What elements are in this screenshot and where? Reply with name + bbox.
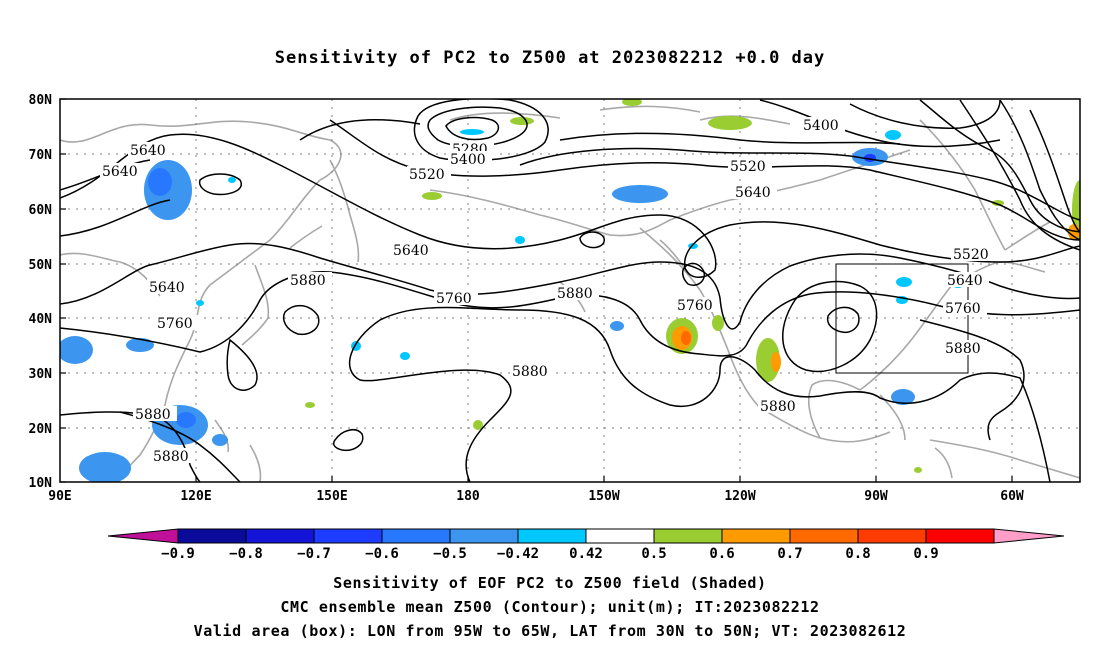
colorbar-label: −0.6 [365, 546, 399, 562]
contour-label: 5880 [512, 364, 548, 380]
contour-label: 5520 [953, 247, 989, 263]
contour-label: 5880 [557, 286, 593, 302]
contour-label: 5880 [153, 449, 189, 465]
colorbar-swatch [721, 528, 791, 544]
contour-label: 5640 [102, 164, 138, 180]
contour-label: 5880 [290, 273, 326, 289]
lat-label: 30N [29, 367, 53, 382]
colorbar-swatch [313, 528, 383, 544]
z500-contours [60, 99, 1080, 482]
colorbar-swatch [925, 528, 995, 544]
lon-label: 120E [180, 489, 211, 504]
colorbar-label: −0.5 [433, 546, 467, 562]
contour-label: 5760 [677, 298, 713, 314]
caption-line-3: Valid area (box): LON from 95W to 65W, L… [193, 622, 907, 640]
contour-label: 5880 [135, 407, 171, 423]
colorbar-swatch [177, 528, 247, 544]
contour-label: 5640 [130, 143, 166, 159]
lat-label: 20N [29, 422, 53, 437]
contour-labels: 5640 5640 5280 5400 5520 5400 5520 5640 … [100, 117, 995, 465]
contour-label: 5520 [409, 167, 445, 183]
colorbar-label: −0.7 [297, 546, 331, 562]
colorbar [107, 528, 1065, 544]
colorbar-label: −0.8 [229, 546, 263, 562]
contour-label: 5400 [450, 152, 486, 168]
lon-label: 90W [864, 489, 888, 504]
colorbar-label: 0.6 [709, 546, 734, 562]
lon-label: 180 [456, 489, 480, 504]
colorbar-swatch [857, 528, 927, 544]
valid-area-box [835, 263, 969, 374]
colorbar-label: 0.8 [845, 546, 870, 562]
lon-label: 90E [48, 489, 71, 504]
colorbar-swatch [449, 528, 519, 544]
contour-label: 5520 [730, 159, 766, 175]
lon-label: 150W [588, 489, 619, 504]
colorbar-label: 0.9 [913, 546, 938, 562]
latitude-labels: 80N 70N 60N 50N 40N 30N 20N 10N [29, 93, 53, 491]
colorbar-label: −0.42 [497, 546, 539, 562]
lat-label: 70N [29, 148, 53, 163]
contour-label: 5880 [760, 399, 796, 415]
contour-label: 5760 [436, 291, 472, 307]
map-frame [59, 98, 1081, 483]
contour-label: 5640 [735, 185, 771, 201]
lon-label: 150E [316, 489, 347, 504]
lat-label: 10N [29, 476, 53, 491]
contour-label: 5640 [393, 243, 429, 259]
colorbar-swatch [585, 528, 655, 544]
lon-label: 60W [1000, 489, 1024, 504]
contour-label: 5760 [157, 316, 193, 332]
lat-label: 40N [29, 312, 53, 327]
axis-ticks [60, 98, 1013, 483]
colorbar-label: 0.5 [641, 546, 666, 562]
lat-label: 50N [29, 258, 53, 273]
colorbar-label: 0.42 [569, 546, 603, 562]
colorbar-swatch [653, 528, 723, 544]
colorbar-swatch [789, 528, 859, 544]
colorbar-swatch [381, 528, 451, 544]
longitude-labels: 90E 120E 150E 180 150W 120W 90W 60W [48, 489, 1024, 504]
colorbar-label: −0.9 [161, 546, 195, 562]
lon-label: 120W [724, 489, 755, 504]
colorbar-swatch [245, 528, 315, 544]
colorbar-high-triangle [993, 528, 1065, 544]
colorbar-low-triangle [107, 528, 179, 544]
colorbar-swatch [517, 528, 587, 544]
lat-label: 60N [29, 203, 53, 218]
contour-label: 5640 [947, 273, 983, 289]
map-title: Sensitivity of PC2 to Z500 at 2023082212… [274, 48, 826, 68]
lat-label: 80N [29, 93, 53, 108]
contour-label: 5640 [149, 280, 185, 296]
colorbar-label: 0.7 [777, 546, 802, 562]
caption-line-2: CMC ensemble mean Z500 (Contour); unit(m… [280, 598, 820, 616]
colorbar-labels: −0.9 −0.8 −0.7 −0.6 −0.5 −0.42 0.42 0.5 0.6 0.7 0.… [161, 546, 939, 562]
contour-label: 5760 [945, 301, 981, 317]
caption-line-1: Sensitivity of EOF PC2 to Z500 field (Sh… [333, 574, 767, 592]
contour-label: 5880 [945, 341, 981, 357]
contour-label: 5400 [803, 118, 839, 134]
sensitivity-shading [60, 99, 1080, 482]
